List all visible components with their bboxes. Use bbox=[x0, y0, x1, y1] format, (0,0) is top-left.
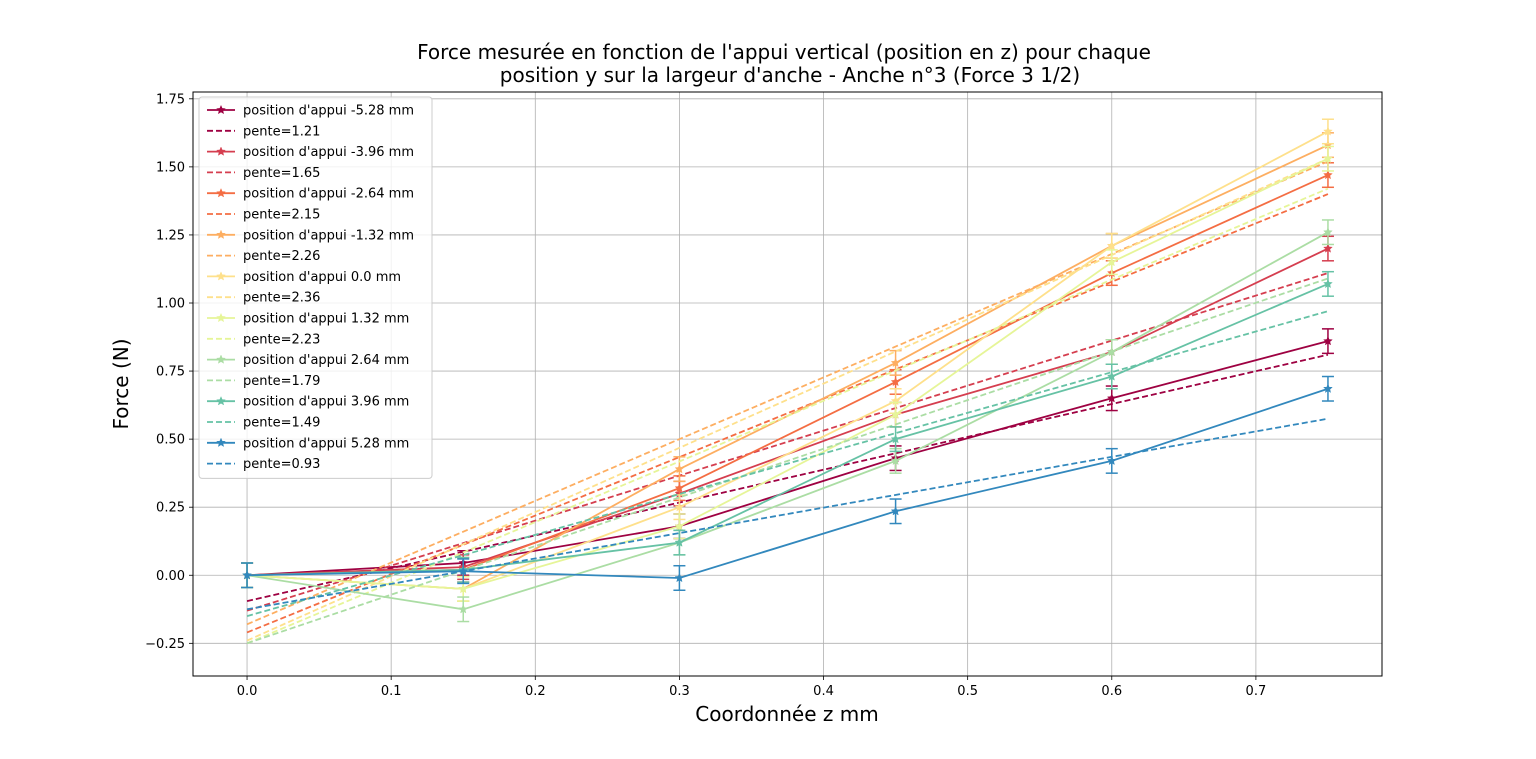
legend-entry-fit: pente=0.93 bbox=[243, 457, 320, 472]
data-point bbox=[1323, 335, 1333, 346]
x-tick-label: 0.6 bbox=[1101, 684, 1122, 699]
data-point bbox=[890, 409, 901, 419]
data-point bbox=[890, 506, 901, 516]
data-point bbox=[1106, 240, 1117, 251]
legend-entry-fit: pente=2.23 bbox=[243, 332, 320, 347]
chart-title-line-2: position y sur la largeur d'anche - Anch… bbox=[500, 63, 1080, 87]
series-line bbox=[246, 340, 1329, 577]
chart-title-line-1: Force mesurée en fonction de l'appui ver… bbox=[417, 40, 1151, 64]
fit-line bbox=[246, 417, 1329, 611]
legend-entry-series: position d'appui -3.96 mm bbox=[243, 145, 414, 160]
legend-marker bbox=[216, 271, 226, 281]
legend-entry-series: position d'appui 0.0 mm bbox=[243, 270, 401, 285]
legend-entry-series: position d'appui 3.96 mm bbox=[243, 395, 409, 410]
y-tick-label: 1.25 bbox=[156, 228, 185, 243]
legend-entry-fit: pente=2.26 bbox=[243, 249, 320, 264]
legend-marker bbox=[216, 229, 226, 239]
data-point bbox=[890, 357, 901, 368]
legend-marker bbox=[216, 354, 226, 364]
data-point bbox=[674, 572, 685, 583]
legend-entry-fit: pente=2.15 bbox=[243, 208, 320, 223]
data-point bbox=[1323, 169, 1333, 180]
series-8 bbox=[241, 375, 1334, 611]
legend-entry-series: position d'appui -5.28 mm bbox=[243, 104, 414, 119]
legend-marker bbox=[216, 188, 226, 198]
series-7 bbox=[241, 270, 1334, 617]
data-point bbox=[242, 570, 252, 580]
series-line bbox=[246, 157, 1329, 590]
x-tick-label: 0.7 bbox=[1246, 684, 1267, 699]
data-point bbox=[1323, 227, 1333, 237]
y-tick-label: 1.50 bbox=[156, 160, 185, 175]
y-tick-label: 1.75 bbox=[156, 92, 185, 107]
data-point bbox=[1323, 243, 1333, 253]
data-point bbox=[674, 482, 685, 493]
legend-entry-fit: pente=1.49 bbox=[243, 416, 320, 431]
data-point bbox=[890, 376, 901, 387]
legend-marker bbox=[216, 396, 226, 406]
legend-frame bbox=[198, 96, 433, 479]
y-tick-label: 0.75 bbox=[156, 365, 185, 380]
data-point bbox=[890, 433, 901, 444]
fit-line bbox=[246, 310, 1329, 617]
legend-marker bbox=[216, 312, 226, 323]
series-line bbox=[247, 283, 1329, 577]
data-point bbox=[1106, 256, 1117, 267]
y-tick-label: 0.00 bbox=[156, 569, 185, 584]
plot-area bbox=[241, 118, 1334, 645]
legend-marker bbox=[216, 146, 226, 156]
x-axis-label: Coordonnée z mm bbox=[695, 702, 878, 726]
data-point bbox=[674, 537, 685, 547]
x-tick-label: 0.2 bbox=[525, 684, 546, 699]
data-point bbox=[1106, 455, 1117, 466]
data-point bbox=[674, 521, 685, 531]
legend-entry-series: position d'appui -2.64 mm bbox=[243, 187, 414, 202]
x-axis: 0.0 0.1 0.2 0.3 0.4 0.5 0.6 0.7 bbox=[237, 676, 1267, 699]
y-axis-label: Force (N) bbox=[109, 338, 133, 429]
data-point bbox=[1106, 393, 1117, 403]
legend-entry-fit: pente=1.65 bbox=[243, 166, 320, 181]
fit-line bbox=[246, 187, 1329, 645]
legend-entry-fit: pente=2.36 bbox=[243, 291, 320, 306]
fit-line bbox=[246, 157, 1329, 642]
x-tick-label: 0.0 bbox=[237, 684, 258, 699]
x-tick-label: 0.1 bbox=[381, 684, 402, 699]
data-point bbox=[674, 463, 685, 474]
series-line bbox=[247, 387, 1329, 579]
fit-line bbox=[246, 160, 1329, 626]
data-point bbox=[890, 455, 901, 466]
y-tick-label: 0.50 bbox=[156, 433, 185, 448]
legend-marker bbox=[216, 104, 226, 115]
legend-entry-fit: pente=1.79 bbox=[243, 374, 320, 389]
data-point bbox=[1106, 371, 1117, 381]
data-point bbox=[1323, 278, 1333, 289]
plot-frame bbox=[192, 91, 1383, 677]
legend-entry-series: position d'appui 2.64 mm bbox=[243, 353, 409, 368]
x-tick-label: 0.3 bbox=[669, 684, 690, 699]
data-point bbox=[458, 604, 469, 614]
y-tick-label: −0.25 bbox=[145, 637, 185, 652]
data-point bbox=[1323, 383, 1333, 393]
data-point bbox=[458, 583, 469, 594]
data-point bbox=[1323, 153, 1333, 163]
y-tick-label: 0.25 bbox=[156, 501, 185, 516]
y-axis: −0.25 0.00 0.25 0.50 0.75 1.00 1.25 1.50 1.75 bbox=[145, 92, 193, 652]
legend-entry-series: position d'appui 5.28 mm bbox=[243, 436, 409, 451]
x-tick-label: 0.4 bbox=[813, 684, 834, 699]
x-tick-label: 0.5 bbox=[957, 684, 978, 699]
fit-line bbox=[246, 193, 1329, 634]
legend-entry-series: position d'appui -1.32 mm bbox=[243, 228, 414, 243]
legend-entry-series: position d'appui 1.32 mm bbox=[243, 312, 409, 327]
y-tick-label: 1.00 bbox=[156, 297, 185, 312]
legend-marker bbox=[216, 437, 226, 447]
data-point bbox=[1106, 346, 1117, 357]
legend-entry-fit: pente=1.21 bbox=[243, 124, 320, 139]
data-point bbox=[458, 566, 469, 576]
legend: position d'appui -5.28 mm pente=1.21 posit… bbox=[198, 96, 433, 479]
data-point bbox=[674, 502, 685, 512]
fit-line bbox=[246, 277, 1329, 645]
series-line bbox=[246, 231, 1329, 611]
data-point bbox=[1323, 126, 1333, 136]
